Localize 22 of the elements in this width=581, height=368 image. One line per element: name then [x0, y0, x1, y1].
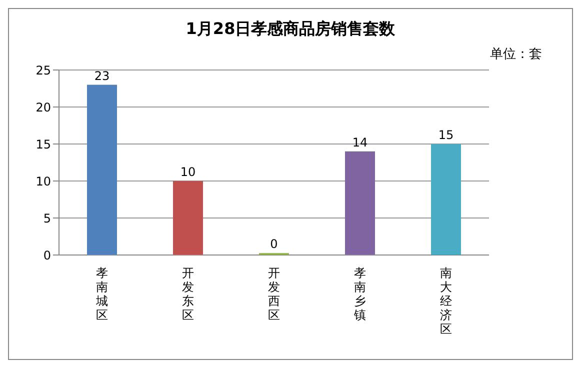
- chart-title: 1月28日孝感商品房销售套数: [184, 19, 396, 40]
- y-tick-label: 0: [43, 248, 51, 262]
- y-tick-label: 10: [36, 174, 51, 188]
- x-tick-label: 孝南城区: [95, 266, 108, 322]
- data-label: 15: [438, 128, 454, 142]
- bar: [431, 144, 461, 255]
- data-label: 14: [352, 135, 368, 150]
- y-tick-label: 25: [36, 63, 51, 78]
- y-tick-label: 20: [36, 100, 51, 114]
- x-tick-label: 南大经济区: [440, 266, 452, 336]
- x-tick-label: 开发东区: [182, 266, 194, 322]
- bar: [173, 181, 203, 255]
- bar: [87, 84, 117, 255]
- y-tick-label: 15: [36, 137, 51, 152]
- text: 单位：套: [490, 46, 542, 63]
- data-label: 23: [94, 68, 110, 83]
- bar: [345, 151, 375, 255]
- y-tick-label: 5: [43, 211, 51, 226]
- x-tick-label: 孝南乡镇: [353, 266, 366, 322]
- data-label: 0: [270, 237, 278, 251]
- x-tick-label: 开发西区: [268, 266, 280, 322]
- data-label: 10: [180, 165, 196, 179]
